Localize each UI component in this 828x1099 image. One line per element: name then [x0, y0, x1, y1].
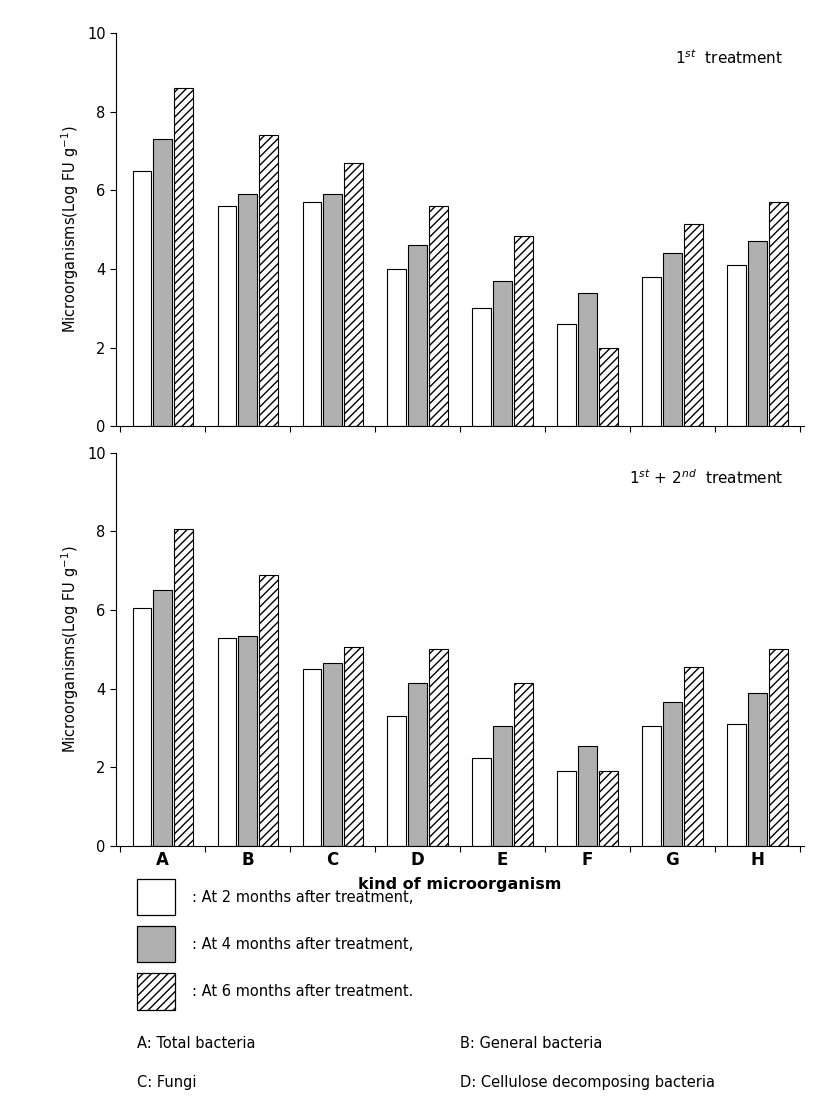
Bar [344, 163, 363, 426]
Text: 1$^{st}$  treatment: 1$^{st}$ treatment [675, 48, 782, 67]
Bar [577, 292, 596, 426]
Text: : At 2 months after treatment,: : At 2 months after treatment, [191, 889, 412, 904]
Bar [387, 717, 406, 846]
Bar [259, 135, 277, 426]
Bar [137, 878, 175, 915]
Bar [472, 309, 490, 426]
Text: C: Fungi: C: Fungi [137, 1075, 196, 1090]
Bar [662, 253, 681, 426]
Bar [493, 726, 512, 846]
Bar [217, 206, 236, 426]
Bar [513, 235, 532, 426]
Text: B: General bacteria: B: General bacteria [460, 1036, 602, 1051]
Bar [577, 746, 596, 846]
Bar [726, 265, 745, 426]
Text: A: Total bacteria: A: Total bacteria [137, 1036, 255, 1051]
Bar [344, 647, 363, 846]
Bar [387, 269, 406, 426]
Bar [407, 682, 426, 846]
Bar [137, 925, 175, 963]
Bar [768, 650, 787, 846]
Bar [662, 702, 681, 846]
Bar [683, 224, 702, 426]
Text: : At 6 months after treatment.: : At 6 months after treatment. [191, 984, 412, 999]
Bar [599, 347, 617, 426]
Bar [302, 669, 320, 846]
Bar [132, 608, 152, 846]
Bar [153, 140, 172, 426]
Text: : At 4 months after treatment,: : At 4 months after treatment, [191, 936, 412, 952]
Bar [642, 726, 660, 846]
Bar [429, 206, 447, 426]
Bar [683, 667, 702, 846]
Bar [493, 280, 512, 426]
Bar [407, 245, 426, 426]
Text: 1$^{st}$ + 2$^{nd}$  treatment: 1$^{st}$ + 2$^{nd}$ treatment [628, 468, 782, 487]
Bar [174, 530, 193, 846]
Bar [747, 692, 766, 846]
Bar [429, 650, 447, 846]
Bar [642, 277, 660, 426]
X-axis label: kind of microorganism: kind of microorganism [358, 877, 561, 892]
Bar [137, 973, 175, 1010]
Bar [747, 242, 766, 426]
Bar [238, 635, 257, 846]
Bar [174, 88, 193, 426]
Bar [556, 771, 575, 846]
Bar [726, 724, 745, 846]
Bar [768, 202, 787, 426]
Bar [132, 170, 152, 426]
Bar [513, 682, 532, 846]
Text: D: Cellulose decomposing bacteria: D: Cellulose decomposing bacteria [460, 1075, 715, 1090]
Bar [153, 590, 172, 846]
Y-axis label: Microorganisms(Log FU g$^{-1}$): Microorganisms(Log FU g$^{-1}$) [60, 126, 81, 333]
Bar [238, 195, 257, 426]
Bar [323, 663, 342, 846]
Bar [472, 757, 490, 846]
Bar [259, 575, 277, 846]
Bar [599, 771, 617, 846]
Bar [217, 637, 236, 846]
Bar [323, 195, 342, 426]
Bar [556, 324, 575, 426]
Y-axis label: Microorganisms(Log FU g$^{-1}$): Microorganisms(Log FU g$^{-1}$) [60, 545, 81, 753]
Bar [302, 202, 320, 426]
